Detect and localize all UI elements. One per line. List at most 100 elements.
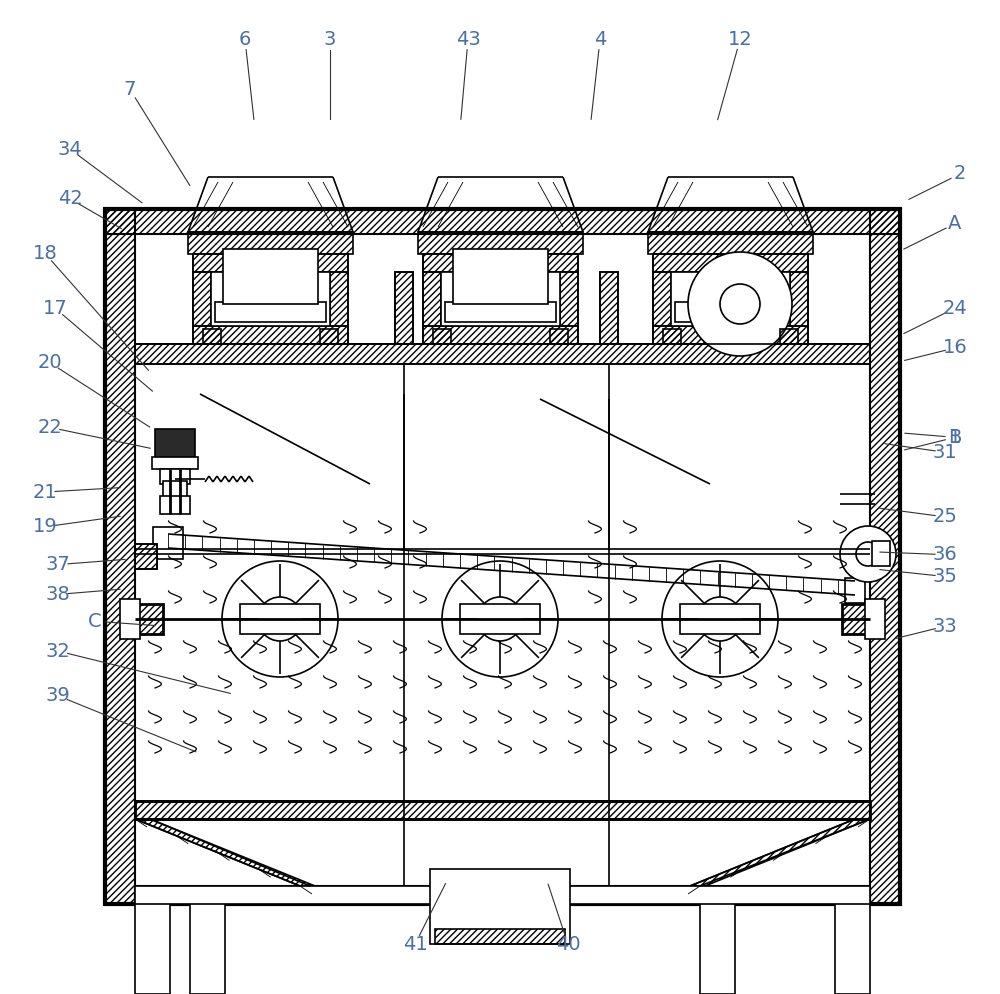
Bar — [193, 254, 348, 344]
Text: 31: 31 — [933, 442, 957, 462]
Text: 33: 33 — [933, 616, 957, 636]
Circle shape — [698, 597, 742, 641]
Text: 36: 36 — [933, 545, 957, 565]
Text: C: C — [88, 611, 102, 631]
Circle shape — [258, 597, 302, 641]
Circle shape — [222, 561, 338, 677]
Text: 20: 20 — [38, 353, 62, 373]
Bar — [193, 326, 348, 344]
Circle shape — [720, 284, 760, 324]
Bar — [160, 496, 190, 514]
Bar — [648, 232, 813, 254]
Bar — [135, 886, 870, 904]
Bar — [135, 801, 870, 819]
Text: 3: 3 — [324, 30, 336, 50]
Circle shape — [478, 597, 522, 641]
Circle shape — [662, 561, 778, 677]
Bar — [845, 578, 865, 603]
Bar — [870, 209, 900, 904]
Text: 18: 18 — [33, 244, 57, 263]
Bar — [418, 232, 583, 254]
Bar — [653, 254, 808, 344]
Text: 32: 32 — [46, 641, 70, 661]
Bar — [152, 457, 198, 469]
Bar — [453, 249, 548, 304]
Text: 19: 19 — [33, 517, 57, 537]
Bar — [423, 254, 578, 272]
Text: 22: 22 — [38, 417, 62, 437]
Bar — [600, 272, 618, 344]
Bar — [865, 599, 885, 639]
Bar — [560, 272, 578, 326]
Bar — [423, 254, 578, 344]
Bar — [155, 429, 195, 464]
Bar — [835, 886, 870, 994]
Bar — [550, 329, 568, 344]
Bar — [153, 527, 183, 559]
Text: 34: 34 — [58, 139, 82, 159]
Bar — [120, 599, 140, 639]
Bar — [435, 929, 565, 944]
Circle shape — [856, 542, 880, 566]
Bar — [320, 329, 338, 344]
Bar — [160, 469, 190, 484]
Text: 24: 24 — [943, 298, 967, 318]
Bar — [423, 272, 441, 326]
Bar — [135, 886, 870, 904]
Bar — [135, 234, 870, 886]
Bar — [105, 209, 135, 904]
Text: 43: 43 — [456, 30, 480, 50]
Bar — [441, 272, 560, 326]
Text: 37: 37 — [46, 555, 70, 575]
Bar — [190, 886, 225, 994]
Text: B: B — [948, 427, 962, 447]
Bar — [135, 544, 157, 569]
Bar — [671, 272, 790, 326]
Text: 40: 40 — [556, 934, 580, 954]
Text: 4: 4 — [594, 30, 606, 50]
Text: A: A — [948, 214, 962, 234]
Text: 42: 42 — [58, 189, 82, 209]
Text: 7: 7 — [124, 80, 136, 99]
Bar — [433, 329, 451, 344]
Text: 38: 38 — [46, 584, 70, 604]
Bar — [700, 886, 735, 994]
Bar — [211, 272, 330, 326]
Text: 16: 16 — [943, 338, 967, 358]
Text: 12: 12 — [728, 30, 752, 50]
Bar — [653, 272, 671, 326]
Bar — [135, 544, 157, 569]
Text: 2: 2 — [954, 164, 966, 184]
Bar — [430, 869, 570, 944]
Bar — [105, 209, 900, 234]
Bar — [872, 541, 890, 566]
Bar — [395, 272, 413, 344]
Bar — [135, 604, 163, 634]
Bar — [675, 302, 786, 322]
Bar — [163, 481, 187, 499]
Bar — [680, 604, 760, 634]
Bar — [135, 344, 870, 364]
Bar — [460, 604, 540, 634]
Text: 21: 21 — [33, 482, 57, 502]
Text: 25: 25 — [933, 507, 957, 527]
Bar — [193, 254, 348, 272]
Bar — [135, 886, 170, 994]
Bar — [423, 326, 578, 344]
Bar — [215, 302, 326, 322]
Bar — [105, 209, 900, 904]
Circle shape — [442, 561, 558, 677]
Bar — [600, 272, 618, 344]
Bar — [223, 249, 318, 304]
Bar — [780, 329, 798, 344]
Text: 17: 17 — [43, 298, 67, 318]
Bar — [203, 329, 221, 344]
Bar — [663, 329, 681, 344]
Text: 1: 1 — [949, 427, 961, 447]
Text: 41: 41 — [403, 934, 427, 954]
Bar — [188, 232, 353, 254]
Text: 35: 35 — [933, 567, 957, 586]
Text: 39: 39 — [46, 686, 70, 706]
Circle shape — [688, 252, 792, 356]
Bar — [240, 604, 320, 634]
